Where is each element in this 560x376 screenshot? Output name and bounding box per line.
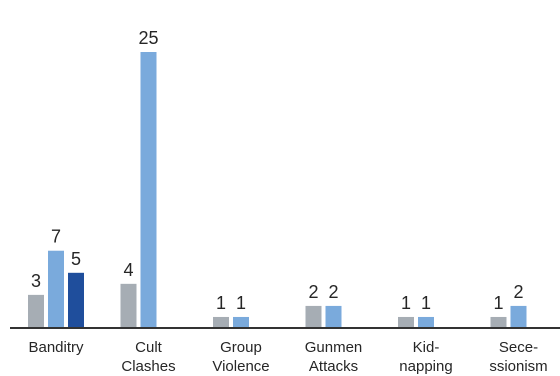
- bar: [213, 316, 229, 328]
- category-label: Cult: [135, 339, 163, 356]
- bars-group: [28, 52, 527, 328]
- bar-value-label: 4: [123, 260, 133, 280]
- bar-value-label: 25: [138, 28, 158, 48]
- bar-value-label: 2: [308, 282, 318, 302]
- bar: [28, 294, 44, 328]
- category-label: Banditry: [28, 339, 84, 356]
- bar: [233, 316, 249, 328]
- bar-value-label: 1: [421, 293, 431, 313]
- bar-value-label: 1: [493, 293, 503, 313]
- category-labels-group: Banditry Cult Clashes Group Violence Gunmen At…: [28, 339, 547, 375]
- bar: [398, 316, 414, 328]
- bar: [120, 283, 137, 328]
- bar: [510, 305, 527, 328]
- bar: [418, 316, 434, 328]
- bar-value-label: 7: [51, 227, 61, 247]
- bar-value-label: 1: [236, 293, 246, 313]
- category-label: Sece-: [499, 339, 538, 356]
- bar-value-label: 2: [513, 282, 523, 302]
- category-label: Clashes: [121, 358, 175, 375]
- bar: [48, 250, 64, 328]
- category-label: Attacks: [309, 358, 358, 375]
- category-label: Gunmen: [305, 339, 363, 356]
- bar-value-label: 5: [71, 249, 81, 269]
- category-label: ssionism: [489, 358, 547, 375]
- bar: [305, 305, 322, 328]
- bar-value-label: 2: [328, 282, 338, 302]
- category-label: Violence: [212, 358, 269, 375]
- category-label: Group: [220, 339, 262, 356]
- bar-value-label: 3: [31, 271, 41, 291]
- category-label: napping: [399, 358, 452, 375]
- bar: [140, 52, 157, 328]
- bar: [68, 272, 84, 328]
- bar: [325, 305, 342, 328]
- category-label: Kid-: [413, 339, 440, 356]
- bar-value-label: 1: [401, 293, 411, 313]
- bar: [490, 316, 507, 328]
- bar-value-label: 1: [216, 293, 226, 313]
